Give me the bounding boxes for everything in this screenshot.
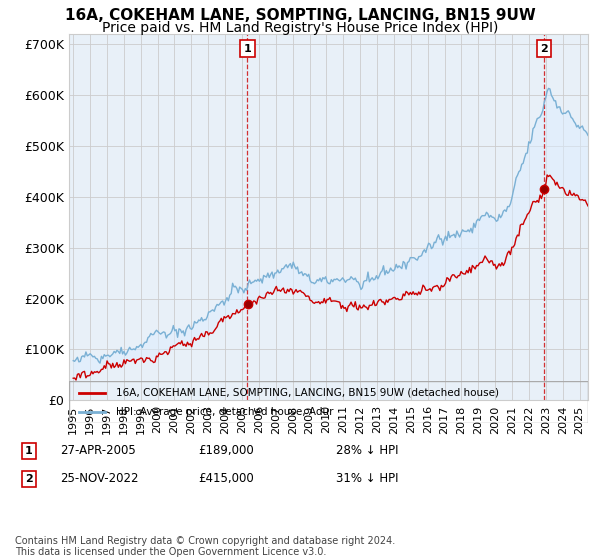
Text: £415,000: £415,000	[198, 472, 254, 486]
Text: 1: 1	[25, 446, 32, 456]
Text: 28% ↓ HPI: 28% ↓ HPI	[336, 444, 398, 458]
Text: 31% ↓ HPI: 31% ↓ HPI	[336, 472, 398, 486]
Text: 1: 1	[244, 44, 251, 54]
Text: 25-NOV-2022: 25-NOV-2022	[60, 472, 139, 486]
Text: 16A, COKEHAM LANE, SOMPTING, LANCING, BN15 9UW: 16A, COKEHAM LANE, SOMPTING, LANCING, BN…	[65, 8, 535, 24]
Text: 16A, COKEHAM LANE, SOMPTING, LANCING, BN15 9UW (detached house): 16A, COKEHAM LANE, SOMPTING, LANCING, BN…	[116, 388, 499, 398]
Text: 2: 2	[540, 44, 548, 54]
Text: £189,000: £189,000	[198, 444, 254, 458]
Text: 27-APR-2005: 27-APR-2005	[60, 444, 136, 458]
Text: Price paid vs. HM Land Registry's House Price Index (HPI): Price paid vs. HM Land Registry's House …	[102, 21, 498, 35]
Text: HPI: Average price, detached house, Adur: HPI: Average price, detached house, Adur	[116, 407, 333, 417]
Text: 2: 2	[25, 474, 32, 484]
Text: Contains HM Land Registry data © Crown copyright and database right 2024.
This d: Contains HM Land Registry data © Crown c…	[15, 535, 395, 557]
